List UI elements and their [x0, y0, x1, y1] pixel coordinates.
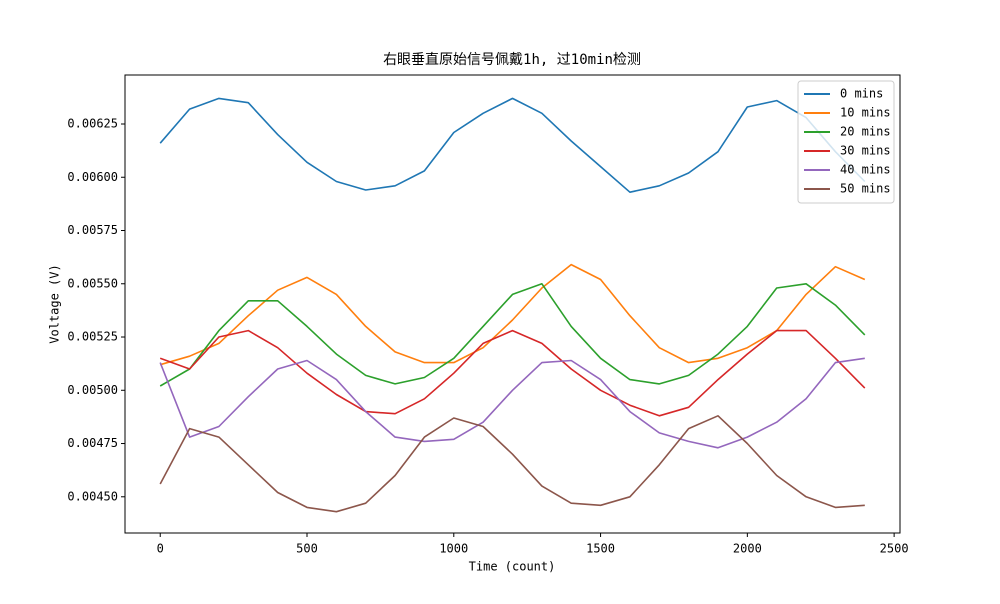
series-line — [159, 357, 865, 449]
series-line — [159, 415, 865, 513]
y-tick-label: 0.00450 — [67, 489, 118, 503]
y-tick-label: 0.00475 — [67, 436, 118, 450]
chart-title: 右眼垂直原始信号佩戴1h, 过10min检测 — [383, 51, 641, 68]
series-line — [159, 263, 866, 366]
y-tick-label: 0.00600 — [67, 170, 118, 184]
y-tick-label: 0.00500 — [67, 383, 118, 397]
x-axis-label: Time (count) — [469, 560, 556, 574]
x-tick-label: 1500 — [586, 542, 615, 556]
x-tick-label: 500 — [296, 542, 318, 556]
legend-box — [797, 80, 895, 204]
y-tick-label: 0.00575 — [67, 223, 118, 237]
legend-label: 50 mins — [840, 182, 891, 196]
y-tick-label: 0.00550 — [67, 276, 118, 290]
legend-label: 40 mins — [840, 163, 891, 177]
plot-frame — [124, 74, 901, 534]
x-tick-label: 2500 — [880, 542, 909, 556]
x-tick-label: 1000 — [439, 542, 468, 556]
legend: 0 mins 10 mins 20 mins 30 mins 40 mins 50 min… — [797, 80, 895, 204]
y-axis-label: Voltage (V) — [48, 264, 62, 343]
x-tick-label: 0 — [157, 542, 164, 556]
series-line — [159, 97, 866, 193]
legend-label: 30 mins — [840, 144, 891, 158]
x-tick-label: 2000 — [733, 542, 762, 556]
series-line — [159, 283, 866, 387]
series-line — [159, 329, 866, 417]
y-tick-label: 0.00525 — [67, 330, 118, 344]
legend-label: 0 mins — [840, 87, 883, 101]
legend-label: 10 mins — [840, 106, 891, 120]
y-tick-label: 0.00625 — [67, 116, 118, 130]
legend-label: 20 mins — [840, 125, 891, 139]
